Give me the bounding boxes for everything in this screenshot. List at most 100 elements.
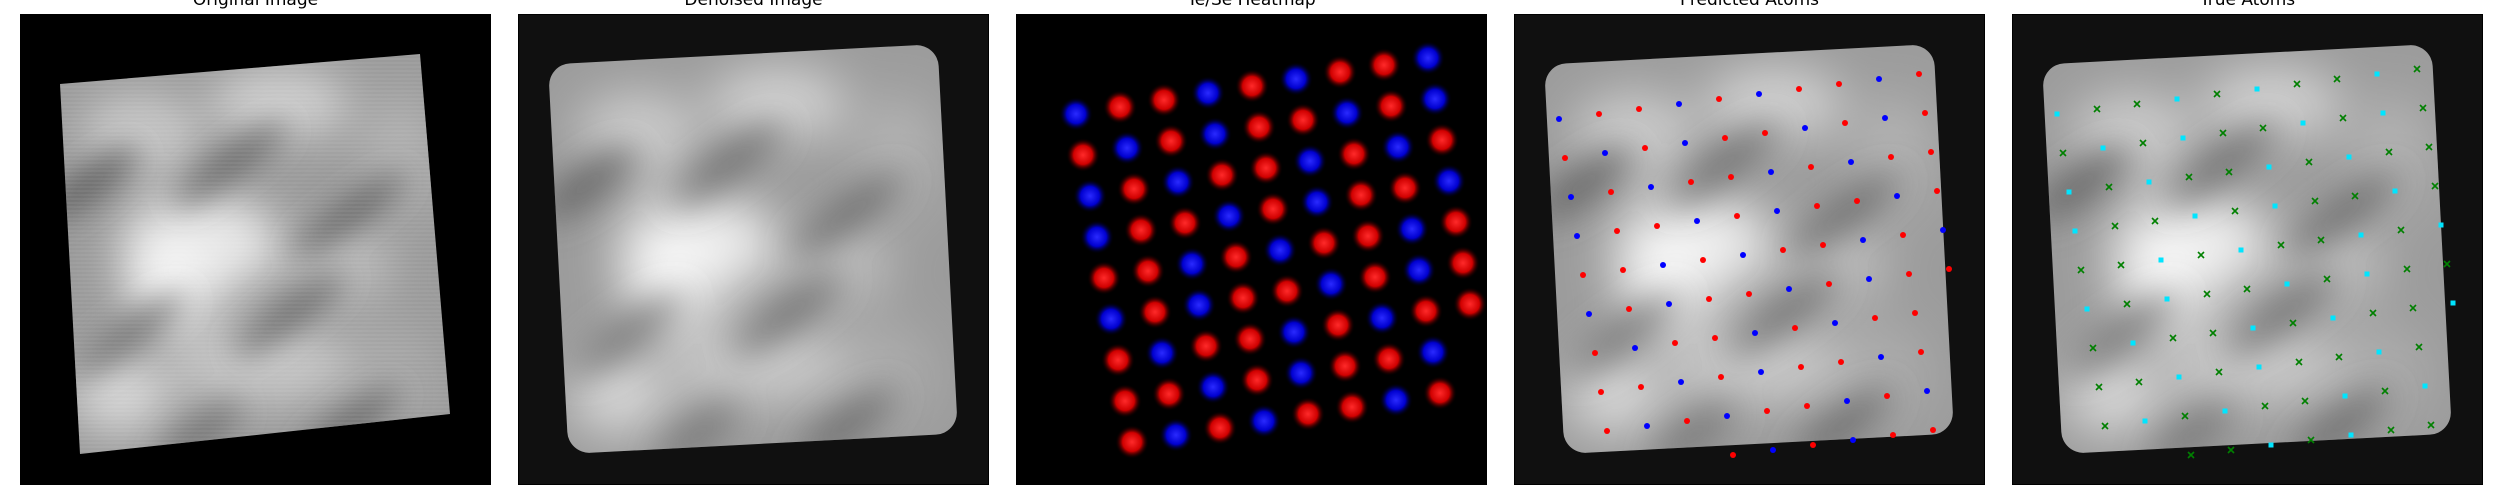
- panel-predicted-atoms: Predicted Atoms: [1514, 0, 1985, 485]
- denoised-image: [518, 14, 989, 485]
- heat-blob-blue: [1395, 212, 1429, 246]
- heat-blob-blue: [1080, 220, 1114, 254]
- true-atom-x-marker: [2301, 397, 2309, 405]
- predicted-atom-marker: [1730, 452, 1736, 458]
- true-atom-x-marker: [2431, 182, 2439, 190]
- heat-blob-red: [1101, 343, 1135, 377]
- heat-blob-blue: [1279, 62, 1313, 96]
- true-atom-x-marker: [2385, 148, 2393, 156]
- predicted-atom-marker: [1688, 179, 1694, 185]
- predicted-atom-marker: [1860, 237, 1866, 243]
- true-atom-x-marker: [2333, 75, 2341, 83]
- heat-blob-red: [1103, 90, 1137, 124]
- predicted-atom-marker: [1854, 198, 1860, 204]
- predicted-atom-marker: [1900, 232, 1906, 238]
- true-atom-x-marker: [2209, 329, 2217, 337]
- predicted-atom-marker: [1718, 374, 1724, 380]
- true-atom-markers: [2054, 65, 2456, 459]
- heat-blob-red: [1388, 171, 1422, 205]
- predicted-atom-marker: [1574, 233, 1580, 239]
- heat-blob-red: [1108, 384, 1142, 418]
- predicted-atom-marker: [1842, 120, 1848, 126]
- true-atom-x-marker: [2089, 344, 2097, 352]
- true-atom-x-marker: [2197, 251, 2205, 259]
- predicted-atom-markers: [1556, 71, 1952, 458]
- true-atom-x-marker: [2381, 387, 2389, 395]
- predicted-atom-marker: [1604, 428, 1610, 434]
- predicted-atom-marker: [1808, 164, 1814, 170]
- predicted-atom-marker: [1592, 350, 1598, 356]
- predicted-atom-marker: [1598, 389, 1604, 395]
- heat-blob-red: [1291, 397, 1325, 431]
- predicted-atom-marker: [1676, 101, 1682, 107]
- predicted-atom-marker: [1758, 369, 1764, 375]
- true-atom-square-marker: [2330, 315, 2336, 321]
- true-atom-x-marker: [2351, 192, 2359, 200]
- predicted-atom-marker: [1678, 379, 1684, 385]
- true-atom-square-marker: [2180, 135, 2186, 141]
- predicted-atom-marker: [1762, 130, 1768, 136]
- heat-blob-blue: [1314, 267, 1348, 301]
- predicted-atom-marker: [1826, 281, 1832, 287]
- heat-blob-blue: [1161, 165, 1195, 199]
- predicted-atom-marker: [1636, 106, 1642, 112]
- heat-blob-blue: [1145, 336, 1179, 370]
- predicted-atom-marker: [1728, 174, 1734, 180]
- heat-blob-blue: [1094, 302, 1128, 336]
- true-atom-x-marker: [2413, 65, 2421, 73]
- true-atom-x-marker: [2243, 285, 2251, 293]
- predicted-atom-marker: [1836, 81, 1842, 87]
- predicted-atom-marker: [1562, 155, 1568, 161]
- true-atom-x-marker: [2215, 368, 2223, 376]
- heat-blob-blue: [1175, 247, 1209, 281]
- true-atom-square-marker: [2268, 442, 2274, 448]
- predicted-atom-marker: [1786, 286, 1792, 292]
- true-atom-square-marker: [2380, 110, 2386, 116]
- predicted-atom-marker: [1798, 364, 1804, 370]
- true-atom-square-marker: [2300, 120, 2306, 126]
- predicted-atom-marker: [1882, 115, 1888, 121]
- predicted-atom-marker: [1802, 125, 1808, 131]
- predicted-atom-marker: [1638, 384, 1644, 390]
- true-atom-x-marker: [2403, 265, 2411, 273]
- heat-blob-blue: [1402, 253, 1436, 287]
- predicted-atom-marker: [1568, 194, 1574, 200]
- predicted-atom-marker: [1876, 76, 1882, 82]
- true-atom-x-marker: [2369, 309, 2377, 317]
- true-atom-square-marker: [2238, 247, 2244, 253]
- predicted-atom-marker: [1780, 247, 1786, 253]
- true-atom-x-marker: [2133, 100, 2141, 108]
- heat-blob-red: [1131, 254, 1165, 288]
- heat-blob-red: [1219, 240, 1253, 274]
- true-atom-x-marker: [2317, 236, 2325, 244]
- predicted-atom-marker: [1672, 340, 1678, 346]
- true-atom-x-marker: [2323, 275, 2331, 283]
- true-atom-x-marker: [2397, 226, 2405, 234]
- true-atom-square-marker: [2174, 96, 2180, 102]
- predicted-atom-marker: [1866, 276, 1872, 282]
- heat-blob-red: [1367, 48, 1401, 82]
- heat-blob-red: [1328, 349, 1362, 383]
- heat-blob-blue: [1365, 301, 1399, 335]
- predicted-atom-marker: [1838, 359, 1844, 365]
- heat-blob-red: [1124, 213, 1158, 247]
- heat-blob-red: [1372, 342, 1406, 376]
- heat-blob-red: [1446, 246, 1480, 280]
- predicted-atom-marker: [1756, 91, 1762, 97]
- heat-blob-red: [1256, 192, 1290, 226]
- true-atom-square-marker: [2192, 213, 2198, 219]
- true-atom-square-marker: [2054, 111, 2060, 117]
- heat-blob-blue: [1411, 41, 1445, 75]
- true-atom-x-marker: [2169, 334, 2177, 342]
- heat-blob-red: [1147, 83, 1181, 117]
- heat-blob-red: [1242, 110, 1276, 144]
- true-atom-square-marker: [2142, 418, 2148, 424]
- panel-title: Denoised Image: [684, 0, 823, 10]
- true-atom-square-marker: [2438, 222, 2444, 228]
- true-atom-x-marker: [2187, 451, 2195, 459]
- predicted-atom-marker: [1556, 116, 1562, 122]
- true-atom-x-marker: [2415, 343, 2423, 351]
- true-atom-x-marker: [2077, 266, 2085, 274]
- predicted-atom-marker: [1844, 398, 1850, 404]
- true-atom-x-marker: [2213, 90, 2221, 98]
